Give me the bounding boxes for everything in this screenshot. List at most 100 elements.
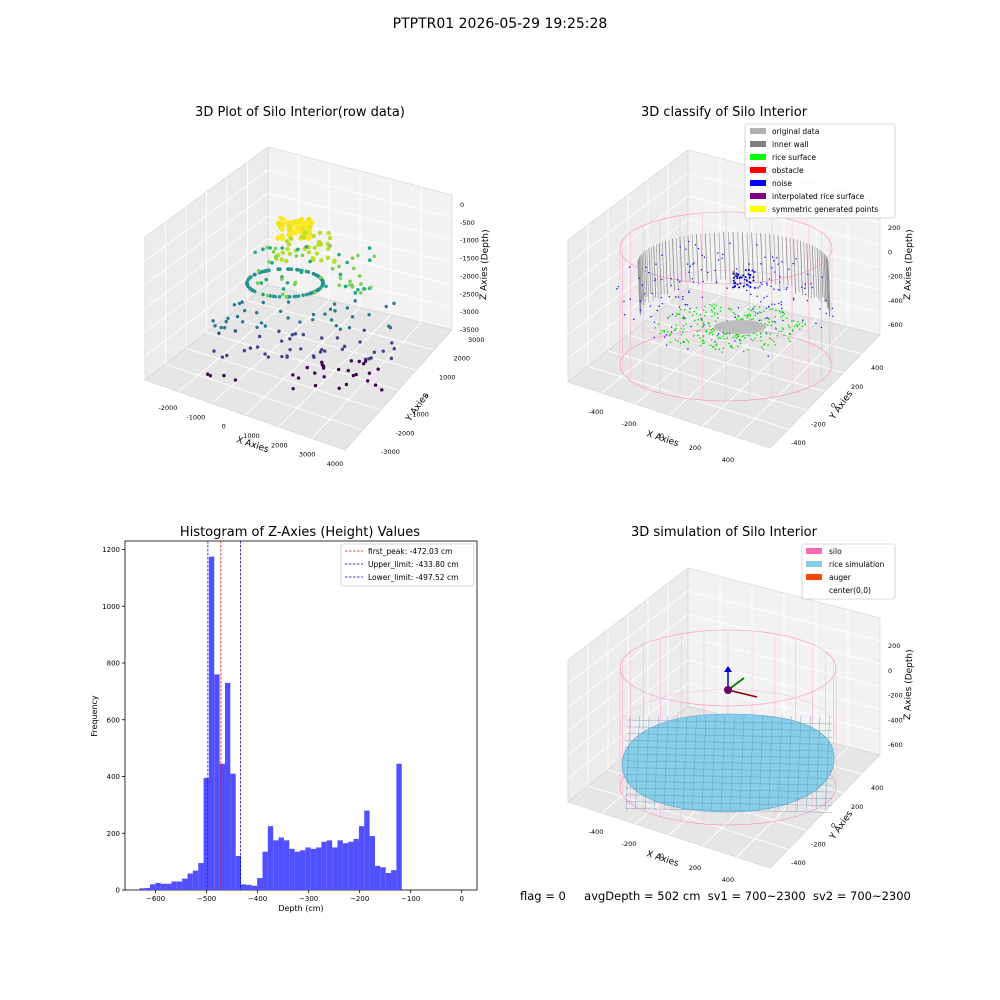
noise-point (664, 336, 666, 338)
noise-point (722, 253, 724, 256)
rice-surface-point (769, 333, 772, 335)
legend-swatch (750, 180, 766, 186)
rice-surface-point (793, 325, 796, 327)
rice-surface-point (683, 328, 685, 330)
y-tick-label: 400 (107, 773, 120, 781)
rice-surface-point (797, 320, 799, 323)
noise-point (745, 283, 748, 286)
x-tick-label: 200 (689, 864, 701, 872)
noise-point (747, 273, 750, 276)
data-point (321, 366, 326, 370)
noise-point (825, 312, 827, 315)
z-tick-label: 200 (888, 224, 900, 232)
ticks-simulation: -400 -200 0 200 400 -400 -200 0 200 400 200 0 -200 -4… (589, 642, 903, 884)
gridline (687, 682, 881, 733)
noise-point (760, 263, 762, 265)
noise-point (804, 287, 806, 290)
data-point (211, 319, 215, 323)
z-tick-label: -1000 (460, 237, 479, 245)
noise-point (748, 280, 751, 283)
x-tick-label: −600 (146, 895, 165, 903)
rice-surface-point (692, 314, 694, 317)
inner-wall-point (793, 238, 796, 294)
histogram-bar (278, 837, 284, 890)
y-tick-label: -200 (811, 840, 826, 848)
rice-surface-point (695, 306, 698, 309)
rice-surface-point (701, 342, 704, 345)
mesh-line (796, 715, 802, 811)
data-point (299, 270, 304, 274)
inner-wall-point (824, 254, 828, 308)
noise-point (821, 276, 823, 278)
panel-simulation-3d: 3D simulation of Silo Interior -400 -200 0… (567, 525, 915, 884)
inner-wall-point (718, 232, 722, 280)
rice-surface-point (708, 325, 711, 327)
rice-surface-point (699, 344, 702, 347)
data-point (219, 325, 223, 330)
inner-wall-point (727, 232, 731, 285)
data-point (288, 236, 294, 241)
z-tick-label: 0 (888, 248, 892, 256)
data-point (347, 325, 352, 330)
noise-point (689, 265, 692, 268)
legend-label: Lower_limit: -497.52 cm (368, 573, 458, 582)
z-tick-label: -3000 (460, 308, 479, 316)
data-point (235, 314, 240, 319)
noise-point (747, 269, 750, 272)
rice-surface-point (705, 330, 708, 333)
noise-point (782, 311, 784, 314)
data-point (309, 220, 315, 226)
data-point (367, 246, 372, 250)
rice-surface-point (764, 322, 766, 325)
status-sv1: sv1 = 700~2300 (707, 889, 806, 903)
panel-histogram: Histogram of Z-Axies (Height) Values −60… (90, 525, 478, 913)
histogram-bar (316, 847, 322, 890)
inner-wall-point (755, 232, 759, 284)
inner-wall-point (683, 236, 687, 283)
rice-surface-point (683, 317, 685, 320)
noise-point (667, 317, 669, 319)
data-point (367, 312, 371, 317)
legend-box (744, 123, 896, 219)
rice-surface-point (782, 328, 785, 331)
inner-wall-point (741, 232, 745, 286)
data-point (304, 269, 309, 274)
noise-point (717, 259, 720, 261)
legend-swatch (750, 193, 766, 199)
data-point (240, 300, 244, 304)
data-point (308, 259, 312, 264)
noise-point (633, 318, 635, 320)
data-point (333, 309, 337, 313)
data-point (271, 250, 276, 254)
rice-surface-point (654, 326, 657, 329)
data-point (281, 287, 286, 291)
data-point (248, 275, 253, 280)
ticks-raw: -2000 -1000 0 1000 2000 3000 4000 -3000 -2000 -10… (159, 201, 485, 468)
y-tick-label: 0 (425, 392, 429, 400)
data-point (208, 373, 213, 378)
center-marker (724, 686, 732, 694)
legend-label: auger (829, 573, 852, 582)
rice-surface-point (788, 326, 791, 329)
rice-surface-point (678, 313, 681, 316)
legend-swatch (750, 141, 766, 147)
inner-wall-point (687, 235, 691, 282)
rice-surface-point (785, 317, 788, 320)
inner-wall-point (820, 250, 824, 298)
rice-surface-point (710, 309, 713, 311)
rice-surface-point (735, 337, 738, 339)
noise-point (792, 262, 794, 265)
rice-surface-point (680, 333, 683, 336)
data-point (329, 318, 334, 322)
panel-raw-3d: 3D Plot of Silo Interior(row data) -2000… (144, 105, 491, 468)
chart-title-histogram: Histogram of Z-Axies (Height) Values (180, 525, 420, 540)
data-point (388, 325, 393, 330)
rice-surface-point (668, 334, 671, 337)
rice-surface-point (760, 346, 763, 348)
data-point (344, 382, 349, 387)
data-point (323, 312, 327, 316)
mesh-line (758, 715, 764, 811)
noise-point (656, 309, 658, 312)
data-point (326, 246, 331, 251)
noise-point (831, 307, 834, 310)
